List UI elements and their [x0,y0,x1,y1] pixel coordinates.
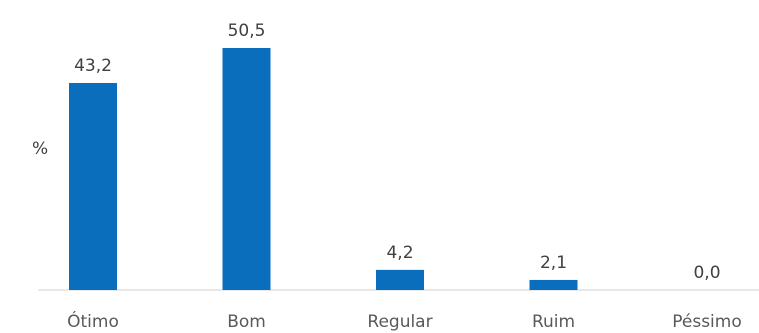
bar-2 [376,269,424,290]
bar-3 [529,279,578,290]
value-label-0: 43,2 [74,56,112,76]
category-label-4: Péssimo [672,312,742,332]
category-label-0: Ótimo [67,310,119,332]
y-axis-label: % [32,139,49,159]
value-label-2: 4,2 [386,243,413,263]
category-label-1: Bom [227,312,266,332]
value-labels-group: 43,2 50,5 4,2 2,1 0,0 [74,21,720,283]
bar-0 [69,82,117,290]
category-label-2: Regular [367,312,432,332]
bar-1 [222,48,271,290]
value-label-3: 2,1 [540,253,567,273]
bars-group [69,48,578,290]
value-label-1: 50,5 [228,21,266,41]
value-label-4: 0,0 [693,263,720,283]
category-label-3: Ruim [532,312,575,332]
category-labels-group: Ótimo Bom Regular Ruim Péssimo [67,310,742,332]
